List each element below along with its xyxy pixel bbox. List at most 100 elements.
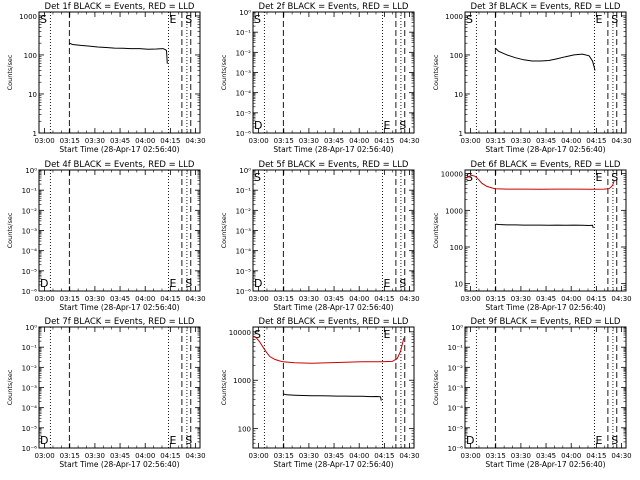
plot-frame bbox=[38, 326, 201, 449]
x-tick-label: 04:30 bbox=[399, 452, 419, 460]
x-axis-label: Start Time (28-Apr-17 02:56:40) bbox=[485, 303, 605, 312]
y-tick-label: 10⁻⁴ bbox=[236, 248, 252, 256]
x-tick-label: 04:30 bbox=[399, 137, 419, 145]
x-tick-label: 04:15 bbox=[586, 295, 606, 303]
x-axis-label: Start Time (28-Apr-17 02:56:40) bbox=[59, 460, 179, 469]
x-tick-label: 04:00 bbox=[135, 295, 155, 303]
y-axis-label: Counts/sec bbox=[432, 54, 440, 90]
y-tick-label: 10⁻³ bbox=[236, 70, 252, 78]
y-tick-label: 10⁻¹ bbox=[448, 344, 464, 352]
marker-letter: S bbox=[399, 277, 406, 290]
x-tick-label: 03:15 bbox=[486, 137, 506, 145]
x-tick-label: 03:30 bbox=[511, 295, 531, 303]
x-tick-label: 03:00 bbox=[248, 452, 268, 460]
x-tick-label: 03:30 bbox=[511, 452, 531, 460]
y-tick-label: 10⁰ bbox=[239, 9, 251, 17]
panel-title: Det 1f BLACK = Events, RED = LLD bbox=[45, 2, 195, 12]
x-tick-label: 04:15 bbox=[374, 452, 394, 460]
marker-letter: S bbox=[611, 171, 618, 184]
x-axis-label: Start Time (28-Apr-17 02:56:40) bbox=[59, 145, 179, 154]
y-tick-label: 10⁰ bbox=[239, 167, 251, 175]
y-tick-label: 10⁻² bbox=[448, 364, 464, 372]
x-tick-label: 04:30 bbox=[185, 452, 205, 460]
marker-letter: E bbox=[169, 13, 176, 26]
x-tick-label: 03:00 bbox=[34, 452, 54, 460]
x-tick-label: 03:15 bbox=[60, 295, 80, 303]
y-tick-label: 10⁻⁴ bbox=[22, 248, 38, 256]
x-tick-label: 03:00 bbox=[34, 137, 54, 145]
x-tick-label: 04:00 bbox=[349, 137, 369, 145]
panel-4: Det 4f BLACK = Events, RED = LLD Counts/s… bbox=[6, 160, 206, 312]
events-series-line bbox=[283, 393, 382, 401]
y-tick-label: 10⁻¹ bbox=[236, 187, 252, 195]
y-tick-label: 10 bbox=[454, 91, 463, 99]
x-tick-label: 03:45 bbox=[110, 295, 130, 303]
panel-title: Det 6f BLACK = Events, RED = LLD bbox=[471, 160, 621, 170]
panel-7: Det 7f BLACK = Events, RED = LLD Counts/s… bbox=[6, 317, 206, 469]
x-tick-label: 03:00 bbox=[460, 295, 480, 303]
x-axis-label: Start Time (28-Apr-17 02:56:40) bbox=[485, 145, 605, 154]
x-tick-label: 03:30 bbox=[511, 137, 531, 145]
y-axis-label: Counts/sec bbox=[6, 212, 14, 248]
x-tick-label: 04:30 bbox=[185, 137, 205, 145]
marker-letter: D bbox=[254, 119, 262, 132]
panel-1: Det 1f BLACK = Events, RED = LLD Counts/s… bbox=[6, 2, 206, 154]
y-tick-label: 10⁻⁴ bbox=[448, 405, 464, 413]
panel-5: Det 5f BLACK = Events, RED = LLD Counts/s… bbox=[220, 160, 420, 312]
y-tick-label: 10⁻³ bbox=[22, 385, 38, 393]
y-tick-label: 10⁻¹ bbox=[22, 344, 38, 352]
y-axis-label: Counts/sec bbox=[6, 369, 14, 405]
marker-letter: E bbox=[595, 171, 602, 184]
panel-3: Det 3f BLACK = Events, RED = LLD Counts/s… bbox=[432, 2, 632, 154]
marker-letter: E bbox=[169, 277, 176, 290]
y-tick-label: 10 bbox=[28, 91, 37, 99]
x-tick-label: 04:30 bbox=[611, 295, 631, 303]
marker-letter: E bbox=[595, 13, 602, 26]
x-tick-label: 03:45 bbox=[110, 452, 130, 460]
marker-letter: E bbox=[383, 119, 390, 132]
marker-letter: S bbox=[254, 13, 261, 26]
x-tick-label: 03:00 bbox=[248, 137, 268, 145]
panel-title: Det 8f BLACK = Events, RED = LLD bbox=[259, 317, 409, 327]
plot-frame bbox=[38, 11, 201, 134]
x-tick-label: 04:00 bbox=[561, 452, 581, 460]
marker-letter: E bbox=[169, 434, 176, 447]
marker-letter: S bbox=[399, 119, 406, 132]
x-axis-label: Start Time (28-Apr-17 02:56:40) bbox=[485, 460, 605, 469]
x-axis-label: Start Time (28-Apr-17 02:56:40) bbox=[59, 303, 179, 312]
x-tick-label: 03:15 bbox=[486, 295, 506, 303]
marker-letter: E bbox=[383, 277, 390, 290]
x-tick-label: 03:15 bbox=[274, 137, 294, 145]
x-tick-label: 03:00 bbox=[460, 452, 480, 460]
x-tick-label: 04:00 bbox=[135, 137, 155, 145]
x-tick-label: 04:00 bbox=[561, 295, 581, 303]
events-series-line bbox=[495, 223, 594, 229]
x-axis-label: Start Time (28-Apr-17 02:56:40) bbox=[273, 460, 393, 469]
y-axis-label: Counts/sec bbox=[432, 212, 440, 248]
marker-letter: S bbox=[185, 13, 192, 26]
marker-letter: E bbox=[595, 434, 602, 447]
y-tick-label: 10000 bbox=[441, 171, 463, 179]
y-tick-label: 10 bbox=[454, 281, 463, 289]
x-tick-label: 04:30 bbox=[185, 295, 205, 303]
y-tick-label: 10⁻⁶ bbox=[236, 288, 252, 296]
x-tick-label: 03:30 bbox=[85, 137, 105, 145]
events-series-line bbox=[69, 42, 168, 64]
lld-series-line bbox=[253, 336, 405, 364]
marker-letter: S bbox=[611, 13, 618, 26]
plot-frame bbox=[252, 11, 415, 134]
marker-letter: S bbox=[40, 13, 47, 26]
x-tick-label: 04:30 bbox=[611, 137, 631, 145]
marker-letter: S bbox=[466, 171, 473, 184]
x-tick-label: 03:15 bbox=[274, 295, 294, 303]
y-tick-label: 10⁻⁵ bbox=[236, 268, 252, 276]
x-tick-label: 03:45 bbox=[110, 137, 130, 145]
y-tick-label: 10⁻¹ bbox=[22, 187, 38, 195]
y-axis-label: Counts/sec bbox=[220, 212, 228, 248]
panel-title: Det 5f BLACK = Events, RED = LLD bbox=[259, 160, 409, 170]
x-axis-label: Start Time (28-Apr-17 02:56:40) bbox=[273, 145, 393, 154]
y-tick-label: 1000 bbox=[445, 207, 463, 215]
x-tick-label: 03:30 bbox=[85, 295, 105, 303]
plot-frame bbox=[464, 11, 627, 134]
